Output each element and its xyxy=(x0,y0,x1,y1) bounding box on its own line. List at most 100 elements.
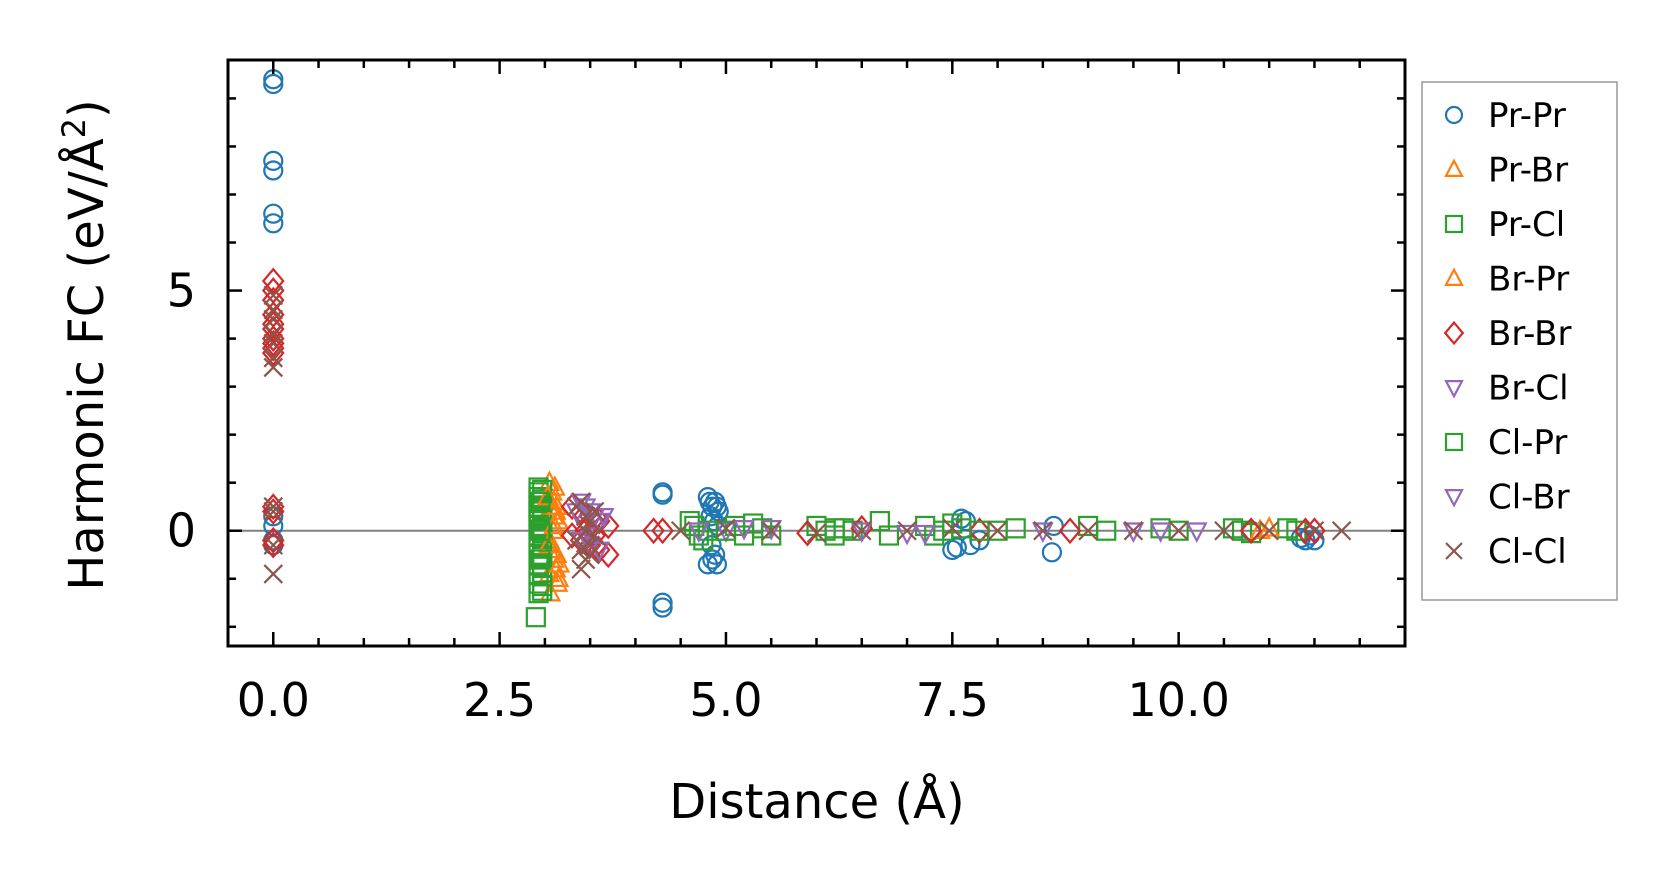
data-point-pr-cl xyxy=(878,525,900,546)
legend-marker-cl-br xyxy=(1444,489,1464,508)
x-tick-label: 7.5 xyxy=(916,673,989,727)
data-point-pr-pr xyxy=(706,554,728,575)
data-point-cl-pr xyxy=(715,520,737,541)
y-axis-label-main: Harmonic FC (eV/Å xyxy=(58,138,115,591)
legend-marker-br-pr xyxy=(1444,267,1464,286)
data-point-cl-cl xyxy=(761,520,782,541)
data-point-cl-cl xyxy=(1078,520,1098,541)
data-point-br-br xyxy=(1239,517,1263,545)
legend-item-br-br: Br-Br xyxy=(1443,314,1572,354)
data-point-cl-br xyxy=(1149,522,1172,543)
data-point-cl-pr xyxy=(530,491,551,513)
data-point-pr-cl xyxy=(1005,518,1026,539)
legend-marker-cl-pr xyxy=(1444,432,1464,452)
data-point-cl-pr xyxy=(969,520,990,541)
data-point-cl-cl xyxy=(584,501,605,522)
data-point-br-br xyxy=(1058,517,1082,545)
data-point-cl-cl xyxy=(263,324,284,344)
data-point-br-pr xyxy=(536,484,559,506)
legend-marker-br-br xyxy=(1443,320,1465,346)
data-point-pr-pr xyxy=(263,203,284,224)
x-tick-label: 0.0 xyxy=(237,673,310,727)
data-point-cl-cl xyxy=(263,348,284,368)
data-point-cl-cl xyxy=(263,501,284,522)
legend-label: Cl-Pr xyxy=(1488,423,1567,463)
x-tick-label: 5.0 xyxy=(689,673,762,727)
data-point-br-br xyxy=(261,498,285,525)
data-point-pr-cl xyxy=(1096,520,1117,541)
data-point-pr-cl xyxy=(761,525,782,546)
data-point-br-br xyxy=(261,325,285,352)
legend-label: Pr-Pr xyxy=(1488,96,1566,136)
y-tick-label: 0 xyxy=(167,504,196,558)
tick-labels: 0.0 2.5 5.0 7.5 10.0 0 5 xyxy=(167,264,1230,727)
data-point-cl-cl xyxy=(1168,520,1189,541)
legend-label: Cl-Br xyxy=(1488,478,1570,518)
data-point-br-cl xyxy=(1185,522,1208,543)
legend-item-br-pr: Br-Pr xyxy=(1444,260,1569,300)
data-point-cl-cl xyxy=(1259,520,1279,541)
y-tick-label: 5 xyxy=(167,264,196,318)
data-point-br-pr xyxy=(545,494,568,516)
data-point-br-cl xyxy=(896,524,918,546)
data-point-cl-pr xyxy=(824,518,845,539)
data-point-cl-cl xyxy=(584,525,605,546)
plot-frame xyxy=(226,58,1407,648)
data-point-cl-cl xyxy=(263,333,284,354)
legend-label: Pr-Br xyxy=(1488,151,1568,191)
data-point-pr-pr xyxy=(263,160,284,181)
data-point-br-br xyxy=(261,301,285,328)
data-point-br-cl xyxy=(1122,522,1145,543)
legend-label: Pr-Cl xyxy=(1488,205,1565,245)
data-point-cl-cl xyxy=(571,559,591,579)
data-point-cl-br xyxy=(592,508,615,529)
y-axis-label-superscript: 2 xyxy=(55,118,93,138)
data-point-br-cl xyxy=(1032,522,1054,543)
legend: Pr-Pr Pr-Br Pr-Cl Br-Pr Br-Br Br-Cl Cl-Pr Cl-Br… xyxy=(1421,81,1618,601)
data-point-br-br xyxy=(261,334,285,362)
y-axis-label: Harmonic FC (eV/Å2) xyxy=(55,99,115,591)
data-point-cl-cl xyxy=(580,544,600,565)
x-tick-label: 10.0 xyxy=(1127,673,1229,727)
data-point-pr-pr xyxy=(263,213,284,234)
data-point-pr-cl xyxy=(532,580,553,601)
legend-item-cl-br: Cl-Br xyxy=(1444,478,1570,518)
data-point-pr-pr xyxy=(652,592,673,613)
legend-marker-cl-cl xyxy=(1445,542,1463,560)
data-point-br-br xyxy=(261,267,285,295)
data-point-cl-cl xyxy=(580,535,600,555)
y-axis-label-close: ) xyxy=(59,99,115,118)
data-point-cl-cl xyxy=(575,520,596,541)
data-point-cl-pr xyxy=(530,549,551,570)
data-point-cl-cl xyxy=(1214,520,1234,541)
legend-label: Br-Cl xyxy=(1488,369,1569,409)
data-point-cl-cl xyxy=(263,285,284,306)
data-point-pr-br xyxy=(547,566,570,588)
data-point-br-br xyxy=(651,517,674,545)
data-point-pr-pr xyxy=(1041,542,1063,563)
data-point-cl-cl xyxy=(716,518,736,539)
data-point-br-cl xyxy=(850,522,873,543)
data-point-cl-cl xyxy=(1033,520,1053,541)
data-point-pr-cl xyxy=(528,583,549,604)
data-point-pr-pr xyxy=(652,597,673,618)
legend-marker-pr-br xyxy=(1444,158,1464,177)
legend-item-pr-br: Pr-Br xyxy=(1444,151,1568,191)
data-point-cl-cl xyxy=(1331,520,1352,541)
data-point-br-br xyxy=(261,493,285,521)
data-point-cl-cl xyxy=(263,299,284,320)
data-point-br-br xyxy=(1303,517,1326,545)
data-point-cl-cl xyxy=(851,520,872,541)
data-point-cl-br xyxy=(914,524,936,546)
legend-item-pr-cl: Pr-Cl xyxy=(1444,205,1565,245)
data-point-cl-cl xyxy=(897,520,917,541)
data-point-pr-pr xyxy=(263,150,284,171)
data-point-cl-cl xyxy=(1304,520,1325,541)
legend-box xyxy=(1421,81,1618,601)
data-point-cl-cl xyxy=(1123,520,1144,541)
data-point-cl-pr xyxy=(530,520,551,541)
data-point-cl-cl xyxy=(263,535,284,555)
data-point-pr-pr xyxy=(652,484,673,505)
data-point-pr-pr xyxy=(704,544,726,565)
